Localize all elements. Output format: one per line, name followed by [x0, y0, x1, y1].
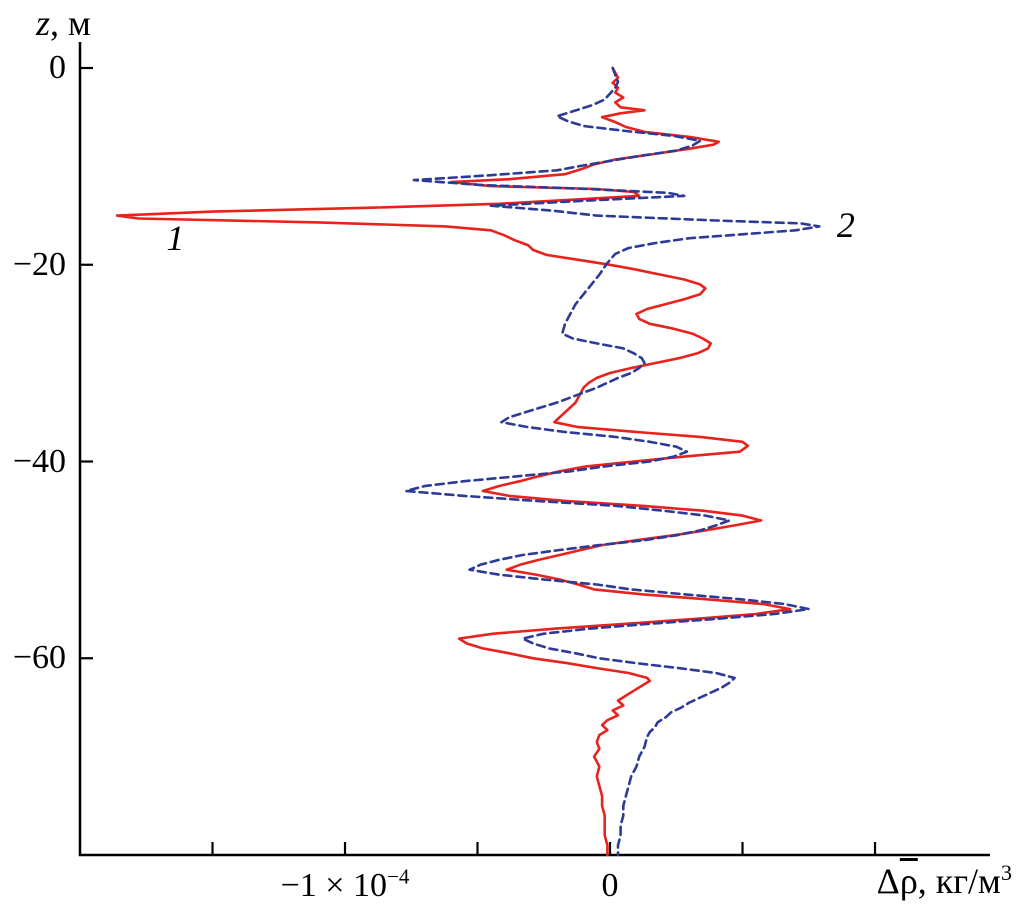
x-tick-label: 0 — [601, 867, 619, 904]
x-axis-title: Δρ, кг/м3 — [877, 860, 1012, 902]
curve-label-1: 1 — [166, 218, 185, 259]
x-axis-units-exponent: 3 — [1000, 860, 1012, 885]
y-tick-label: −20 — [12, 245, 66, 283]
y-axis-title: z, м — [36, 2, 91, 44]
y-tick-label: −40 — [12, 442, 66, 480]
x-axis-delta: Δ — [876, 861, 900, 901]
curve-label-2: 2 — [836, 205, 855, 246]
y-tick-label: −60 — [12, 639, 66, 677]
y-axis-units: , м — [50, 3, 91, 43]
x-axis-rho-overbar: ρ — [899, 861, 918, 901]
y-axis-variable: z — [36, 3, 51, 43]
x-tick-label: −1 × 10−4 — [280, 864, 410, 904]
x-axis-units: , кг/м — [917, 861, 1001, 901]
y-tick-label: 0 — [49, 49, 66, 86]
